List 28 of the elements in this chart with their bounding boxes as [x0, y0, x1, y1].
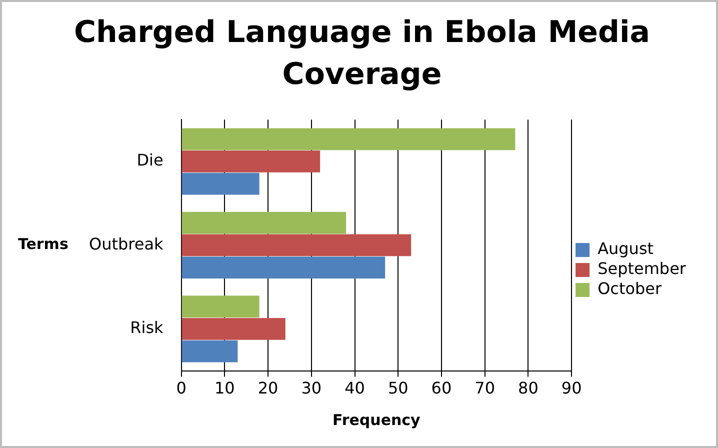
x-tick-label: 30 [301, 378, 322, 398]
x-tick-label: 50 [388, 378, 408, 398]
x-axis-title: Frequency [332, 410, 421, 429]
y-tick-label: Outbreak [88, 234, 164, 254]
x-tick-label: 70 [474, 378, 496, 398]
x-tick-label: 80 [518, 378, 538, 398]
bar [182, 212, 346, 234]
x-tick-label: 60 [431, 378, 452, 398]
bar [182, 318, 286, 340]
bar [182, 172, 260, 195]
bar [182, 128, 516, 150]
legend-label: October [598, 279, 662, 298]
legend-label: September [598, 259, 686, 278]
bar [182, 150, 320, 172]
bar [182, 296, 260, 318]
x-tick-label: 40 [344, 378, 365, 398]
x-tick-label: 10 [214, 378, 235, 398]
y-tick-label: Risk [130, 318, 164, 338]
bar [182, 256, 386, 278]
bar [182, 234, 412, 256]
x-tick-label: 0 [176, 378, 186, 398]
x-tick-label: 90 [561, 378, 582, 398]
legend-label: August [598, 239, 654, 258]
y-axis-title: Terms [18, 235, 68, 254]
x-tick-label: 20 [258, 378, 278, 398]
chart-title: Charged Language in Ebola Media Coverage [72, 14, 652, 94]
y-tick-label: Die [136, 150, 164, 170]
bar [182, 340, 238, 362]
